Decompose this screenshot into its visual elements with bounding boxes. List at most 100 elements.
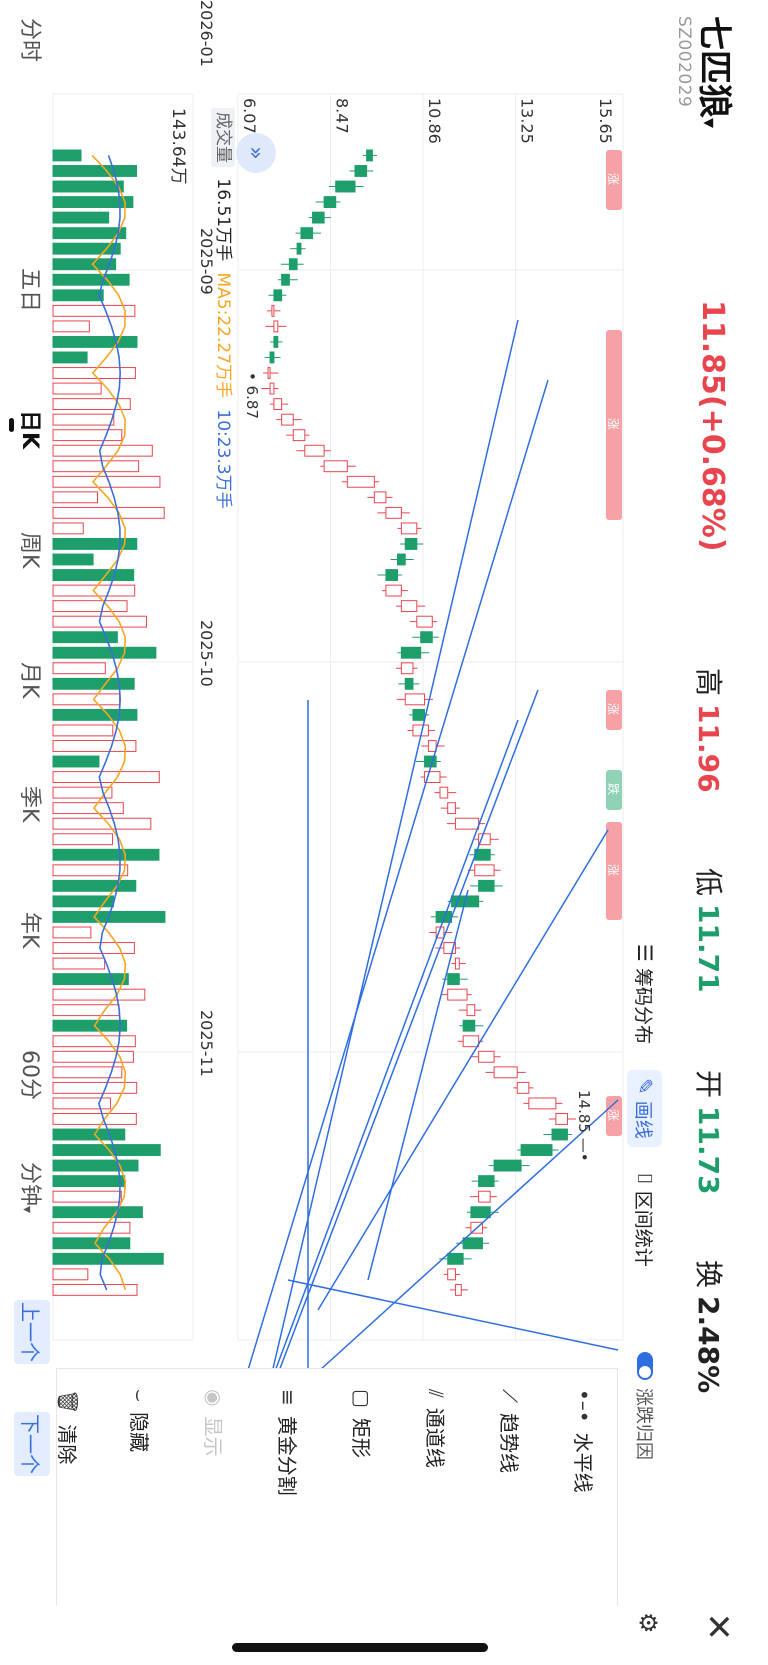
candle-body — [269, 382, 275, 395]
volume-bar — [52, 1283, 138, 1296]
volume-bar — [52, 1206, 143, 1219]
volume-bar — [52, 693, 121, 706]
volume-bar — [52, 786, 113, 799]
x-tick-label: 2025-09 — [197, 228, 216, 295]
volume-bar — [52, 367, 136, 379]
home-indicator — [232, 1643, 488, 1652]
collapse-expand-icon[interactable]: » — [236, 133, 276, 173]
volume-bar — [52, 475, 161, 488]
x-tick-label: 2025-10 — [197, 620, 216, 687]
candle-body — [281, 273, 290, 286]
tool-channel-line[interactable]: ⫽ 通道线 — [423, 1389, 449, 1468]
volume-bar — [52, 553, 94, 566]
tab-minute[interactable]: 分钟▾ — [17, 1162, 42, 1214]
candle-body — [269, 351, 275, 364]
tool-show[interactable]: ◉ 显示 — [201, 1389, 227, 1457]
volume-bar — [52, 304, 136, 317]
candle-body — [400, 600, 418, 613]
candle-body — [551, 1128, 568, 1141]
golden-ratio-icon: ≡ — [276, 1389, 301, 1406]
tab-timeshare[interactable]: 分时 — [17, 18, 42, 63]
volume-bar — [52, 522, 84, 535]
tab-quarterly-k[interactable]: 季K — [17, 786, 42, 823]
tab-weekly-k[interactable]: 周K — [17, 532, 42, 569]
tool-rectangle[interactable]: ▢ 矩形 — [349, 1389, 375, 1458]
volume-bar — [52, 1159, 139, 1172]
volume-bar — [52, 1144, 161, 1156]
volume-bar — [52, 771, 160, 784]
candle-body — [466, 1004, 476, 1017]
volume-bar — [52, 196, 134, 209]
fall-marker — [606, 770, 622, 810]
tool-trend-line[interactable]: ⟋ 趋势线 — [497, 1389, 523, 1473]
volume-bar — [52, 708, 138, 721]
volume-bar — [52, 1035, 136, 1048]
candle-body — [478, 879, 495, 892]
candle-body — [478, 1190, 491, 1203]
tab-yearly-k[interactable]: 年K — [17, 912, 42, 949]
volume-bar — [52, 740, 137, 752]
volume-bar — [52, 1113, 137, 1125]
volume-bar — [52, 149, 82, 162]
candle-body — [528, 1097, 557, 1110]
prev-button[interactable]: 上一个 — [14, 1300, 50, 1364]
rise-marker — [606, 150, 622, 210]
tool-golden-ratio[interactable]: ≡ 黄金分割 — [275, 1389, 301, 1496]
tab-five-day[interactable]: 五日 — [17, 268, 42, 313]
high-mark-label: 14.85 —• — [575, 1090, 593, 1162]
tab-60-minute[interactable]: 60分 — [17, 1050, 42, 1100]
rise-marker-label: 涨 — [606, 173, 621, 185]
horizontal-line-icon: •–• — [572, 1389, 597, 1423]
candle-body — [273, 398, 283, 411]
volume-bar — [52, 817, 152, 830]
trend-line — [267, 689, 539, 1401]
candle-body — [312, 211, 325, 224]
volume-max-label: 143.64万 — [168, 108, 188, 185]
volume-bar — [52, 538, 138, 550]
volume-bar — [52, 879, 137, 892]
candle-body — [412, 708, 426, 721]
candle-body — [300, 227, 314, 240]
candle-body — [439, 786, 449, 799]
active-tab-indicator — [9, 418, 14, 432]
candle-body — [335, 180, 356, 193]
volume-bar — [52, 335, 138, 348]
tool-horizontal-line[interactable]: •–• 水平线 — [571, 1389, 597, 1493]
candle-body — [462, 1237, 483, 1250]
candle-body — [385, 506, 402, 519]
volume-bars — [52, 149, 166, 1296]
volume-bar — [52, 926, 92, 939]
candle-body — [516, 1081, 530, 1094]
tool-clear[interactable]: 🗑 清除 — [55, 1389, 81, 1465]
volume-bar — [52, 1050, 134, 1063]
y-tick-label: 13.25 — [518, 98, 537, 144]
volume-bar — [52, 569, 135, 581]
candle-body — [273, 320, 279, 333]
candle-body — [555, 1113, 568, 1125]
candle-body — [454, 817, 480, 830]
volume-bar — [52, 1066, 123, 1079]
tab-monthly-k[interactable]: 月K — [17, 662, 42, 699]
tab-daily-k[interactable]: 日K — [17, 410, 42, 450]
volume-bar — [52, 833, 114, 846]
rise-marker-label: 涨 — [606, 1109, 621, 1121]
volume-bar — [52, 677, 135, 690]
volume-bar — [52, 1004, 120, 1017]
trend-line — [267, 319, 519, 1391]
rise-marker-label: 涨 — [606, 418, 621, 430]
candle-body — [447, 802, 456, 815]
candle-body — [462, 1035, 480, 1048]
candle-body — [416, 615, 433, 628]
candle-body — [447, 1268, 456, 1281]
x-tick-label: 2025-11 — [197, 1010, 216, 1077]
volume-bar — [52, 227, 127, 240]
drawing-tools-panel: •–• 水平线 ⟋ 趋势线 ⫽ 通道线 ▢ 矩形 ≡ 黄金分割 ◉ 显示 ⌣ 隐藏 🗑 清除 — [55, 1368, 618, 1606]
tool-hide[interactable]: ⌣ 隐藏 — [127, 1389, 153, 1453]
volume-bar — [52, 382, 102, 395]
eye-icon: ◉ — [202, 1389, 227, 1407]
volume-bar — [52, 180, 124, 193]
candle-body — [470, 1206, 491, 1219]
next-button[interactable]: 下一个 — [14, 1412, 50, 1476]
